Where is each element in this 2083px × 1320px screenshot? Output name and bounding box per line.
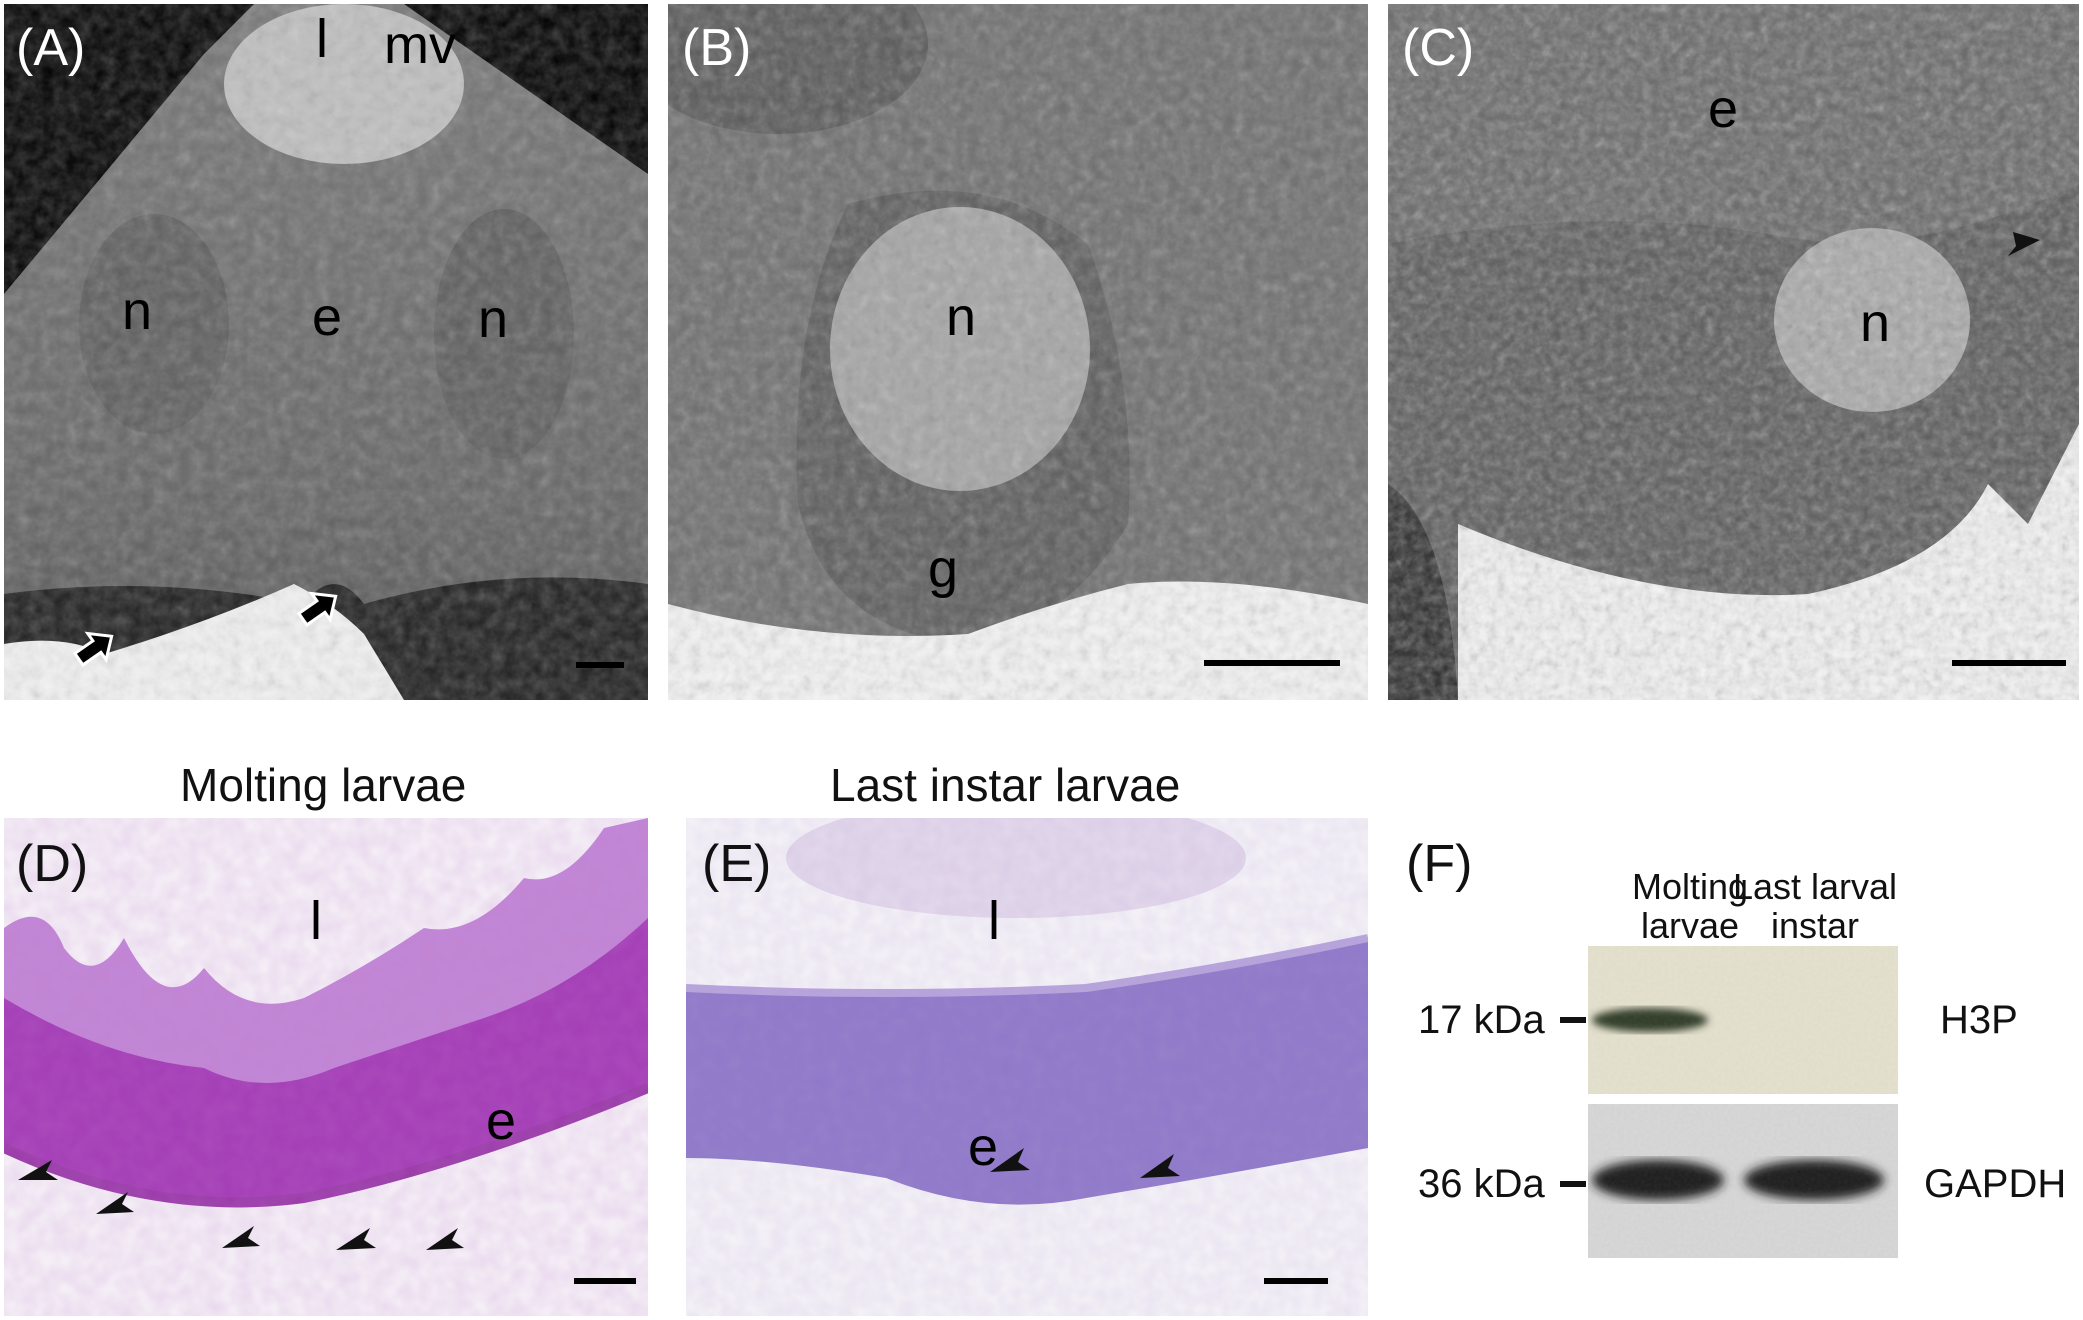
lane-label-molting: Molting larvae	[1631, 866, 1749, 946]
blot-h3p	[1588, 946, 1898, 1094]
panel-c-label: (C)	[1402, 19, 1475, 77]
panel-b-label: (B)	[682, 19, 752, 77]
label-microvilli: mv	[384, 15, 456, 75]
label-nucleus: n	[1860, 293, 1891, 353]
blot-h3p-image	[1588, 946, 1898, 1094]
panel-b-micrograph: (B) n g	[668, 4, 1368, 700]
label-nucleus: n	[478, 289, 509, 349]
scale-bar	[1952, 660, 2066, 666]
panel-a-label: (A)	[16, 19, 86, 77]
panel-f-label: (F)	[1406, 835, 1473, 893]
label-granules: g	[928, 539, 959, 599]
label-lumen: l	[988, 891, 1000, 951]
panel-e-micrograph: (E) l e	[686, 818, 1368, 1316]
scale-bar	[1204, 660, 1340, 666]
blot-gapdh-image	[1588, 1104, 1898, 1258]
label-nucleus: n	[946, 287, 977, 347]
label-epithelium: e	[486, 1091, 517, 1151]
panel-e-label: (E)	[702, 835, 772, 893]
label-lumen: l	[316, 9, 328, 69]
panel-d-title: Molting larvae	[180, 759, 467, 811]
blot-gapdh	[1588, 1104, 1898, 1258]
marker-36kda-tick	[1560, 1181, 1586, 1187]
scale-bar	[576, 662, 624, 668]
label-epithelium: e	[1708, 79, 1739, 139]
protein-label-h3p: H3P	[1940, 998, 2018, 1042]
panel-d-image	[4, 818, 648, 1316]
panel-a-micrograph: (A) l mv n e n	[4, 4, 648, 700]
scale-bar	[1264, 1278, 1328, 1284]
panel-c-image	[1388, 4, 2079, 700]
label-nucleus: n	[122, 281, 153, 341]
lane-label-last-instar: Last larval instar	[1732, 866, 1898, 946]
marker-17kda-tick	[1560, 1017, 1586, 1023]
panel-e-title: Last instar larvae	[830, 759, 1181, 811]
panel-d-micrograph: (D) l e	[4, 818, 648, 1316]
panel-c-micrograph: (C) e n	[1388, 4, 2079, 700]
protein-label-gapdh: GAPDH	[1924, 1162, 2067, 1206]
marker-17kda: 17 kDa	[1418, 998, 1545, 1042]
panel-e-image	[686, 818, 1368, 1316]
panel-d-label: (D)	[16, 835, 89, 893]
label-lumen: l	[310, 891, 322, 951]
scale-bar	[574, 1278, 636, 1284]
label-epithelium: e	[968, 1117, 999, 1177]
panel-b-image	[668, 4, 1368, 700]
label-epithelium: e	[312, 287, 343, 347]
panel-a-image	[4, 4, 648, 700]
marker-36kda: 36 kDa	[1418, 1162, 1545, 1206]
